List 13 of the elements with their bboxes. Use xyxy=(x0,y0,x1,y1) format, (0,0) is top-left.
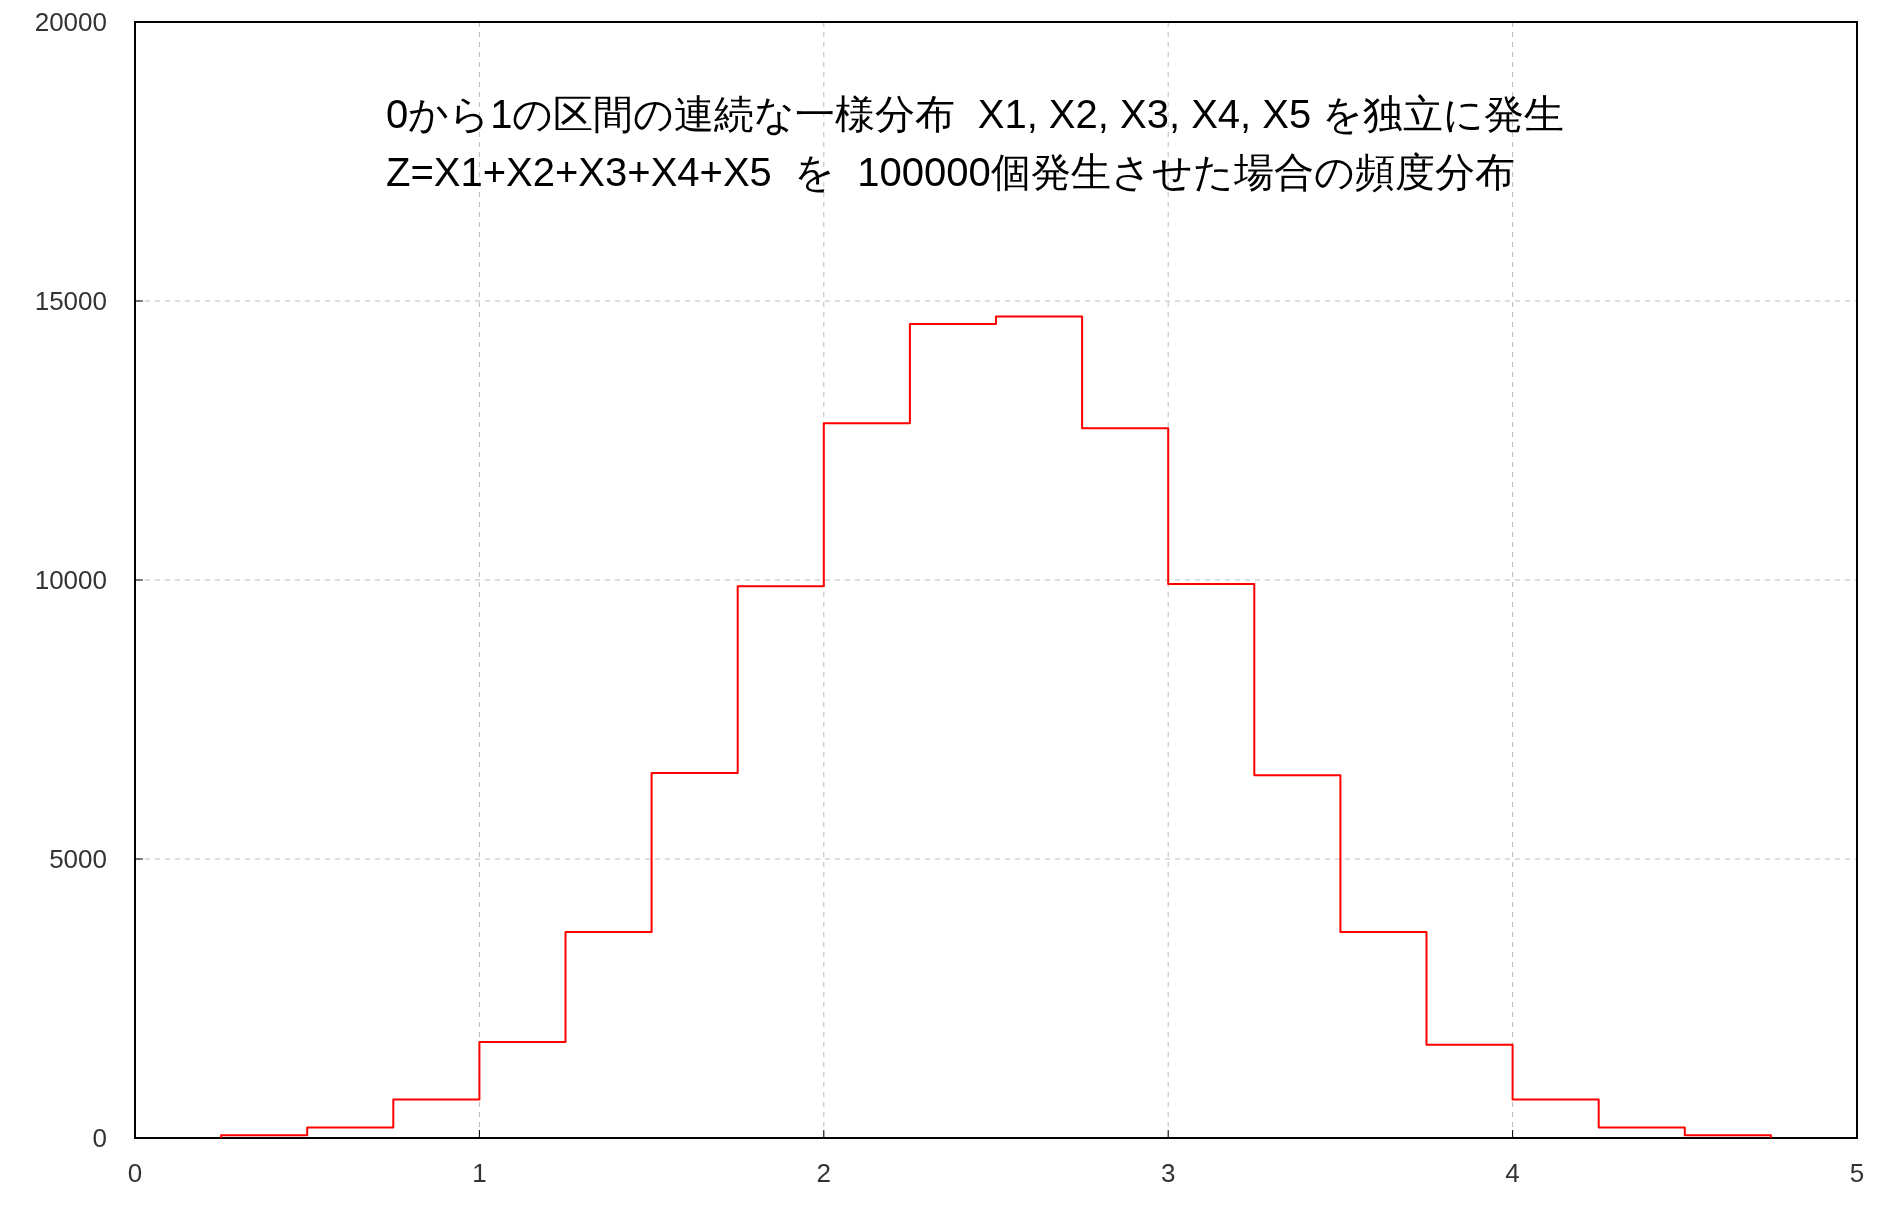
x-tick-label: 0 xyxy=(127,1158,143,1188)
y-tick-label: 10000 xyxy=(34,565,107,595)
x-tick-label: 4 xyxy=(1505,1158,1520,1188)
x-tick-label: 1 xyxy=(472,1158,487,1188)
annotation: 0から1の区間の連続な一様分布 X1, X2, X3, X4, X5 を独立に発生 xyxy=(386,92,1565,136)
annotation: Z=X1+X2+X3+X4+X5 を 100000個発生させた場合の頻度分布 xyxy=(386,150,1515,194)
y-tick-label: 5000 xyxy=(49,844,107,874)
x-tick-label: 5 xyxy=(1849,1158,1865,1188)
x-tick-label: 3 xyxy=(1160,1158,1176,1188)
x-tick-label: 2 xyxy=(816,1158,832,1188)
y-tick-label: 0 xyxy=(92,1123,107,1153)
y-tick-label: 20000 xyxy=(34,7,107,37)
y-tick-label: 15000 xyxy=(34,286,107,316)
